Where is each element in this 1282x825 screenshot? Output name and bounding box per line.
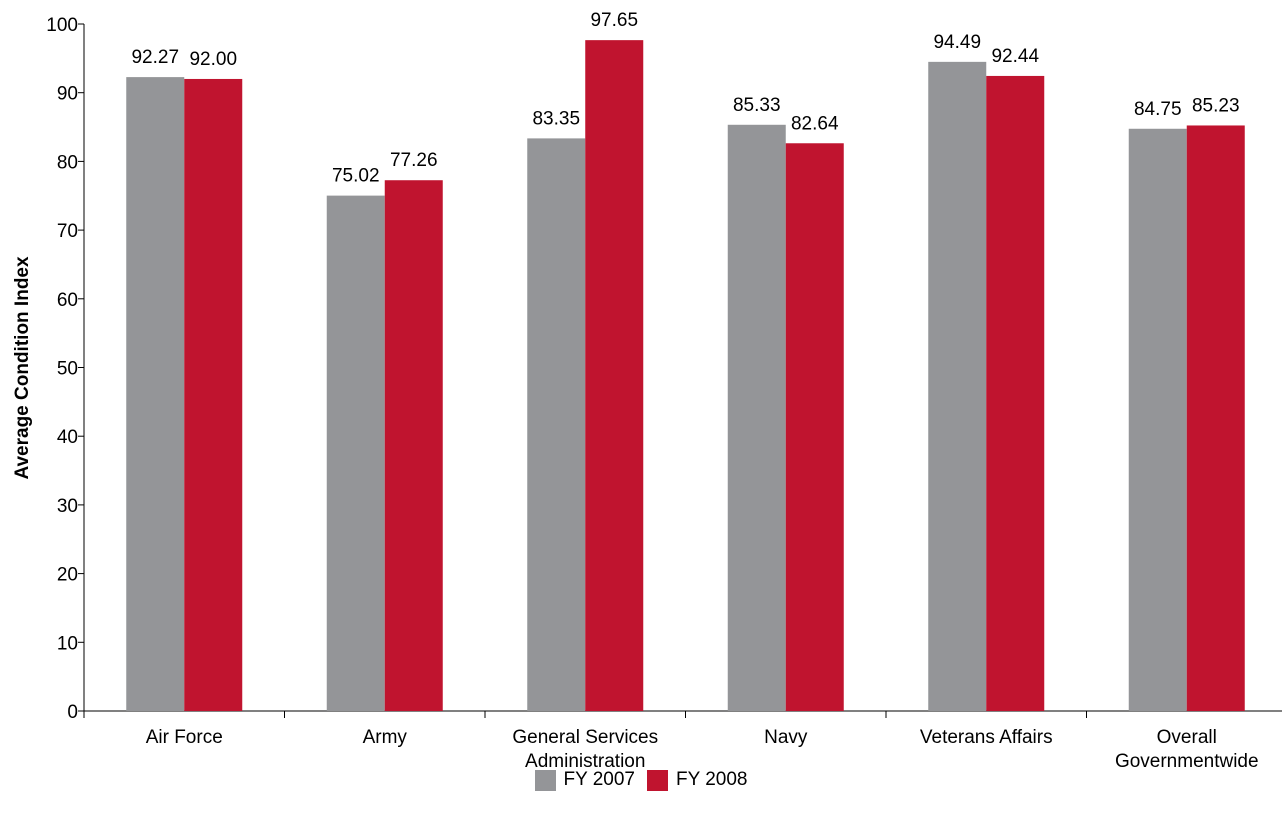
legend-swatch-fy2008 [647,769,668,791]
data-label: 92.00 [189,49,237,70]
bar-fy-2008 [585,40,644,711]
x-category-label: Administration [525,751,645,772]
data-label: 85.33 [733,95,781,116]
y-tick-label: 80 [57,152,78,173]
y-tick-label: 20 [57,565,78,586]
bar-fy-2007 [727,124,786,711]
x-category-label: Navy [764,727,808,748]
bar-fy-2007 [1128,128,1187,711]
x-category-label: Army [363,727,408,748]
data-label: 83.35 [532,108,580,129]
x-category-label: General Services [512,727,658,748]
data-label: 77.26 [390,150,438,171]
y-tick-label: 40 [57,427,78,448]
legend-label-fy2007: FY 2007 [563,769,635,790]
y-tick-label: 70 [57,221,78,242]
y-tick-label: 50 [57,359,78,380]
bar-fy-2008 [384,180,443,711]
legend-label-fy2008: FY 2008 [676,769,748,790]
data-label: 75.02 [332,166,380,187]
y-tick-label: 60 [57,290,78,311]
x-category-label: Governmentwide [1115,751,1259,772]
y-tick-label: 100 [46,15,78,36]
x-category-label: Overall [1157,727,1217,748]
data-label: 85.23 [1192,95,1240,116]
chart-axes: 0 10 20 30 40 50 60 70 80 90 100 [46,15,1282,723]
bar-fy-2008 [785,143,844,712]
legend-swatch-fy2007 [534,769,556,791]
data-label: 92.44 [991,46,1039,67]
data-label: 82.64 [791,113,839,134]
bar-fy-2007 [928,61,987,711]
chart-legend: FY 2007 FY 2008 [0,769,1282,791]
x-category-label: Air Force [146,727,223,748]
y-axis-title: Average Condition Index [12,256,33,480]
chart-bars [126,40,1245,712]
bar-fy-2007 [126,77,185,711]
y-tick-label: 10 [57,633,78,654]
bar-fy-2008 [986,75,1045,712]
legend-item-fy2008: FY 2008 [647,769,747,791]
bar-fy-2007 [527,138,586,711]
data-label: 92.27 [131,47,179,68]
data-label: 97.65 [590,10,638,31]
data-label: 84.75 [1134,99,1182,120]
data-label: 94.49 [933,32,981,53]
chart-labels: 92.27 92.00 Air Force 75.02 77.26 Army 83.35 97… [131,10,1258,772]
bar-fy-2007 [326,195,385,711]
y-tick-label: 0 [67,702,78,723]
legend-item-fy2007: FY 2007 [534,769,635,791]
y-tick-label: 90 [57,84,78,105]
y-tick-label: 30 [57,496,78,517]
x-category-label: Veterans Affairs [920,727,1053,748]
bar-fy-2008 [1186,125,1245,711]
bar-fy-2008 [184,78,243,711]
